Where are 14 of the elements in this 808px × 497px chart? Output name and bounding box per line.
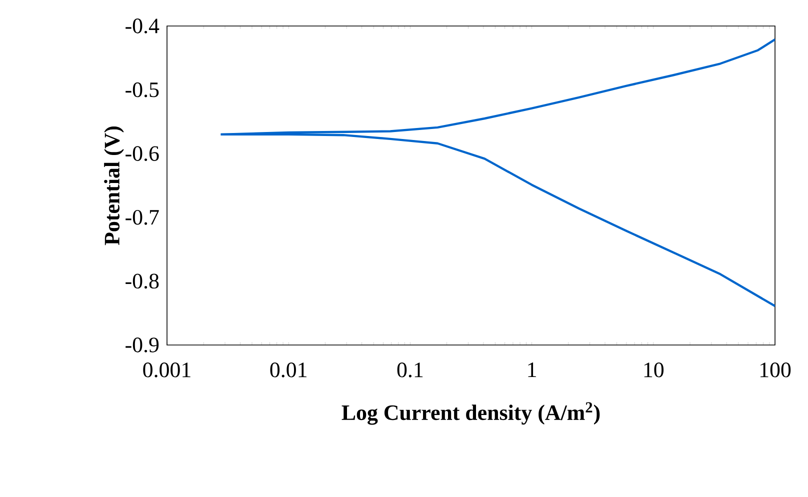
y-axis-title: Potential (V) — [104, 126, 124, 246]
x-tick-label: 0.001 — [143, 362, 190, 378]
x-tick-label: 1 — [528, 362, 536, 377]
x-tick-label: 10 — [644, 362, 664, 378]
y-tick-label: -0.6 — [126, 146, 159, 162]
y-tick-label: -0.8 — [126, 274, 159, 289]
y-tick-label: -0.7 — [126, 210, 159, 225]
y-tick-label: -0.9 — [126, 338, 159, 352]
x-tick-label: 0.01 — [270, 362, 306, 378]
y-tick-label: -0.4 — [126, 18, 160, 34]
x-axis-title: Log Current density (A/m$^{2}$) — [342, 402, 600, 425]
y-tick-label: -0.5 — [126, 82, 159, 98]
x-tick-label: 0.1 — [397, 362, 423, 378]
x-tick-label: 100 — [760, 362, 791, 378]
